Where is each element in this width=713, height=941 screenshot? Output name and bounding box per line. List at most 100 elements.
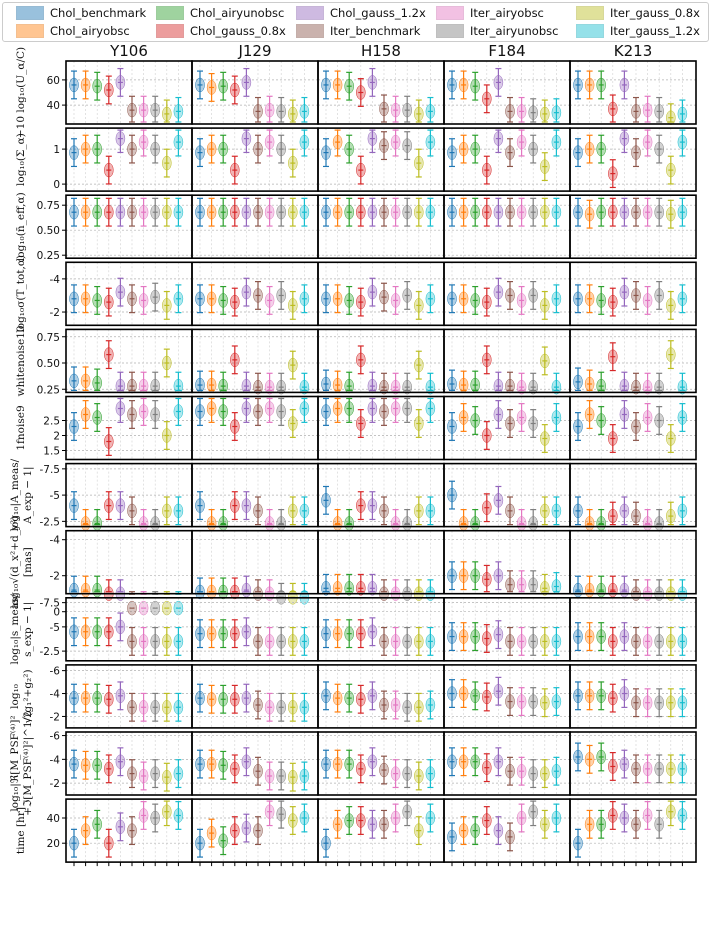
y-tick-label: 0.75 (37, 200, 60, 212)
row-ylabel: −10 log₁₀(U_α/C) (15, 47, 27, 138)
row-ylabel: √(g₁²+g₂²) (22, 669, 34, 723)
panel-frame (569, 596, 697, 662)
y-tick-label: -5 (50, 622, 60, 634)
legend-label: Iter_benchmark (330, 24, 421, 38)
row-ylabel: [mas] (22, 547, 34, 577)
y-tick-label: 2 (53, 431, 60, 443)
legend-entry: Chol_gauss_0.8x (156, 23, 286, 39)
y-tick-label: 2.5 (43, 416, 60, 428)
y-tick-label: 0.50 (37, 358, 60, 370)
y-tick-label: 60 (47, 75, 60, 87)
y-tick-label: -2 (50, 307, 60, 319)
row-ylabel: s_exp − 1| (22, 602, 35, 657)
y-tick-label: -2.5 (40, 516, 61, 528)
panel-frame (569, 731, 697, 796)
panel-frame (569, 529, 697, 595)
y-tick-label: -4 (50, 689, 61, 701)
panel-frame (191, 127, 319, 192)
row-ylabel: log₁₀(Σ_α) (15, 133, 27, 186)
y-tick-label: 40 (47, 100, 60, 112)
legend-label: Chol_gauss_0.8x (190, 24, 286, 38)
row-ylabel: 1fnoise9 (15, 405, 27, 450)
panel-frame (65, 127, 193, 192)
y-tick-label: -4 (50, 754, 61, 766)
panel-frame (443, 127, 571, 192)
panel-frame (443, 596, 571, 662)
legend-label: Chol_gauss_1.2x (330, 6, 426, 20)
panel-frame (443, 194, 571, 259)
y-tick-label: -2 (50, 571, 60, 583)
panel-frame (65, 194, 193, 259)
panel-frame (569, 328, 697, 394)
y-tick-label: 0.75 (37, 332, 60, 344)
legend-entry: Chol_benchmark (16, 5, 146, 21)
row-ylabel: time [hr] (15, 807, 27, 854)
legend-label: Iter_airyobsc (470, 6, 544, 20)
legend-label: Iter_airyunobsc (470, 24, 559, 38)
row-ylabel: +ℑ[M_PSF⁽⁴⁾]²|^1/2 (22, 711, 35, 816)
legend-entry: Iter_gauss_1.2x (576, 23, 700, 39)
row-ylabel: log₁₀(n̄_eff,α) (15, 192, 27, 261)
row-ylabel: log₁₀|s_meas/ (9, 594, 22, 665)
y-tick-label: 20 (47, 838, 60, 850)
y-tick-label: 0.25 (37, 250, 60, 262)
legend-swatch (16, 24, 44, 38)
y-tick-label: 1 (53, 144, 60, 156)
column-title: K213 (614, 42, 652, 60)
y-tick-label: -7.5 (40, 464, 61, 476)
legend-entry: Iter_gauss_0.8x (576, 5, 700, 21)
legend-frame (2, 2, 709, 42)
panel-frame (569, 194, 697, 259)
y-tick-label: 1.5 (43, 446, 60, 458)
legend-swatch (156, 6, 184, 20)
legend-label: Iter_gauss_0.8x (610, 6, 700, 20)
row-ylabel: log₁₀σ(T_tot,α) (15, 255, 27, 333)
column-title: F184 (488, 42, 525, 60)
legend-swatch (436, 6, 464, 20)
panel-frame (569, 395, 697, 461)
y-tick-label: -6 (50, 731, 61, 743)
panel-frame (191, 529, 319, 595)
y-tick-label: -5 (50, 490, 60, 502)
legend-label: Chol_airyunobsc (190, 6, 285, 20)
y-tick-label: 0.25 (37, 384, 60, 396)
column-title: J129 (237, 42, 271, 60)
legend: Chol_benchmark Chol_airyobsc Chol_airyunob… (0, 0, 713, 44)
legend-swatch (436, 24, 464, 38)
row-ylabel: log₁₀|A_meas/ (9, 458, 22, 531)
row-ylabel: log₁₀ (9, 684, 21, 709)
legend-entry: Iter_airyobsc (436, 5, 544, 21)
y-tick-label: -2.5 (40, 646, 61, 658)
column-title: H158 (361, 42, 401, 60)
legend-swatch (16, 6, 44, 20)
panel-frame (569, 127, 697, 192)
y-tick-label: -2 (50, 778, 60, 790)
y-tick-label: -4 (50, 535, 61, 547)
legend-label: Chol_airyobsc (50, 24, 130, 38)
legend-label: Chol_benchmark (50, 6, 147, 20)
row-ylabel: A_exp − 1| (22, 466, 35, 524)
legend-entry: Iter_benchmark (296, 23, 420, 39)
y-tick-label: -6 (50, 666, 61, 678)
panel-frame (569, 60, 697, 125)
legend-entry: Iter_airyunobsc (436, 23, 558, 39)
column-title: Y106 (109, 42, 148, 60)
row-ylabel: whitenoise10 (15, 325, 27, 396)
y-tick-label: 0 (53, 607, 60, 619)
y-tick-label: 40 (47, 813, 60, 825)
row-ylabel: log₁₀|ℜ[M_PSF⁽⁴⁾]² (9, 715, 22, 811)
panel-frame (569, 798, 697, 863)
panel-frame (317, 194, 445, 259)
y-tick-label: -2 (50, 711, 60, 723)
legend-swatch (296, 6, 324, 20)
panel-frame (569, 462, 697, 528)
legend-entry: Chol_airyunobsc (156, 5, 284, 21)
panel-frame (191, 194, 319, 259)
legend-swatch (296, 24, 324, 38)
legend-swatch (576, 24, 604, 38)
y-tick-label: 0 (53, 179, 60, 191)
y-tick-label: -7.5 (40, 598, 61, 610)
legend-swatch (576, 6, 604, 20)
y-tick-label: 0.50 (37, 225, 60, 237)
panel-frame (569, 261, 697, 327)
